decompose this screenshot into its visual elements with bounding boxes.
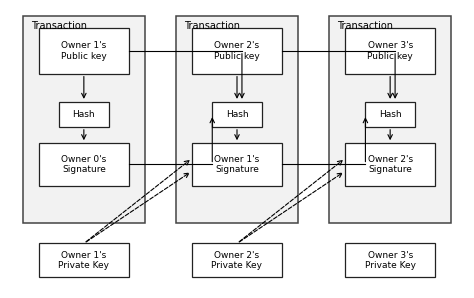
Text: Owner 1's
Public key: Owner 1's Public key (61, 41, 107, 60)
Text: Owner 2's
Public key: Owner 2's Public key (214, 41, 260, 60)
Text: Owner 0's
Signature: Owner 0's Signature (61, 155, 107, 174)
Text: Transaction: Transaction (31, 21, 87, 32)
Text: Owner 1's
Private Key: Owner 1's Private Key (58, 251, 109, 270)
Bar (39, 243, 128, 277)
Text: Owner 1's
Signature: Owner 1's Signature (214, 155, 260, 174)
Bar (346, 28, 435, 74)
Bar (192, 143, 282, 186)
Text: Owner 3's
Private Key: Owner 3's Private Key (365, 251, 416, 270)
Bar (176, 16, 298, 223)
Text: Transaction: Transaction (337, 21, 393, 32)
Bar (346, 243, 435, 277)
Bar (365, 102, 415, 127)
Bar (59, 102, 109, 127)
Bar (192, 28, 282, 74)
Bar (346, 143, 435, 186)
Bar (329, 16, 451, 223)
Text: Transaction: Transaction (184, 21, 240, 32)
Text: Hash: Hash (379, 110, 401, 119)
Text: Hash: Hash (226, 110, 248, 119)
Bar (23, 16, 145, 223)
Bar (212, 102, 262, 127)
Bar (39, 28, 128, 74)
Bar (192, 243, 282, 277)
Text: Hash: Hash (73, 110, 95, 119)
Text: Owner 2's
Private Key: Owner 2's Private Key (211, 251, 263, 270)
Text: Owner 3's
Public key: Owner 3's Public key (367, 41, 413, 60)
Bar (39, 143, 128, 186)
Text: Owner 2's
Signature: Owner 2's Signature (367, 155, 413, 174)
